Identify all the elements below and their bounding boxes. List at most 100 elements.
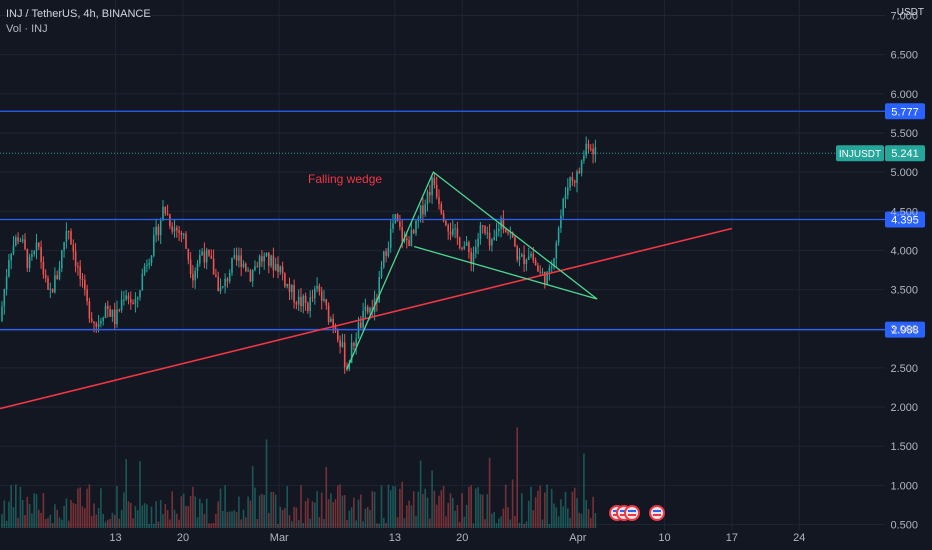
candle-body [479, 225, 482, 239]
event-flag-icon[interactable] [624, 505, 640, 521]
candle-body [369, 307, 371, 313]
candle-body [553, 258, 555, 267]
volume-bar [72, 502, 75, 528]
volume-bar [238, 496, 240, 528]
wedge-annotation: Falling wedge [308, 172, 382, 186]
volume-bar [159, 500, 162, 528]
candle-body [511, 232, 514, 238]
volume-bar [323, 519, 325, 528]
volume-bar [109, 518, 111, 528]
candle-body [173, 227, 176, 232]
volume-bar [442, 485, 445, 528]
candle-body [523, 254, 525, 264]
volume-bar [205, 498, 208, 528]
candle-body [139, 290, 141, 298]
candle-body [226, 278, 229, 282]
volume-bar [100, 488, 102, 528]
volume-bar [571, 491, 574, 528]
y-tick-label: 6.000 [890, 89, 918, 101]
volume-bar [548, 523, 551, 528]
volume-bar [594, 513, 597, 528]
candle-body [300, 296, 302, 307]
volume-bar [54, 504, 56, 528]
volume-bar [265, 439, 268, 528]
candle-body [51, 288, 54, 293]
candle-body [318, 285, 321, 292]
candle-body [157, 226, 160, 236]
candle-body [166, 213, 169, 215]
volume-bar [143, 503, 146, 528]
volume-bar [67, 520, 70, 528]
candle-body [337, 330, 339, 340]
volume-bar [316, 491, 318, 528]
volume-bar [564, 491, 567, 528]
candle-body [325, 298, 328, 306]
volume-bar [166, 509, 169, 528]
y-tick-label: 6.500 [890, 50, 918, 62]
candle-body [569, 177, 571, 188]
candle-body [169, 214, 171, 227]
candle-body [564, 194, 567, 199]
candle-body [539, 271, 541, 273]
volume-bar [125, 459, 127, 528]
volume-bar [516, 427, 518, 528]
volume-bar [274, 494, 277, 528]
candle-body [189, 259, 192, 275]
y-tick-label: 4.000 [890, 245, 918, 257]
y-tick-label: 0.500 [890, 520, 918, 532]
candle-body [406, 238, 408, 241]
candle-body [541, 271, 544, 273]
event-flag-stripe [620, 514, 628, 516]
volume-bar [337, 485, 339, 528]
volume-bar [178, 519, 180, 528]
volume-bar [399, 488, 401, 528]
volume-bar [452, 498, 454, 528]
volume-bar [376, 523, 378, 528]
candle-body [477, 238, 479, 248]
event-flag-icon[interactable] [649, 505, 665, 521]
symbol-title[interactable]: INJ / TetherUS, 4h, BINANCE [6, 8, 151, 20]
volume-bar [70, 499, 72, 528]
volume-bar [90, 515, 93, 528]
volume-bar [19, 486, 22, 528]
volume-bar [164, 504, 167, 528]
volume-bar [268, 512, 270, 528]
candle-body [240, 255, 242, 267]
volume-bar [429, 518, 431, 528]
y-tick-label: 7.000 [890, 10, 918, 22]
volume-bar [339, 484, 341, 528]
candle-body [383, 251, 385, 267]
candle-body [233, 255, 236, 258]
candle-body [435, 185, 438, 198]
last-price-label: 5.241 [891, 148, 919, 160]
candle-body [132, 302, 134, 304]
volume-bar [254, 487, 256, 528]
candle-body [396, 214, 399, 222]
volume-bar [477, 487, 479, 528]
candle-body [330, 318, 332, 322]
candle-body [532, 253, 535, 261]
volume-bar [153, 523, 155, 528]
candle-body [378, 277, 380, 303]
volume-bar [8, 501, 10, 528]
time-axis[interactable]: 13 20 Mar 13 20 Apr 10 17 24 [109, 532, 805, 544]
price-axis[interactable]: 0.500 1.000 1.500 2.000 2.500 3.000 3.500 4.000… [890, 10, 918, 531]
volume-bar [171, 491, 173, 528]
volume-bar [245, 517, 247, 528]
candle-body [429, 191, 431, 196]
volume-bar [279, 506, 282, 528]
volume-bar [530, 486, 532, 528]
candle-body [580, 160, 583, 173]
volume-legend[interactable]: Vol · INJ [6, 23, 48, 35]
event-icons[interactable] [609, 505, 665, 521]
candle-body [242, 263, 245, 267]
volume-bar [353, 497, 355, 528]
candle-body [109, 309, 111, 317]
candle-body [268, 252, 270, 266]
candle-body [562, 198, 564, 216]
volume-bar [504, 484, 507, 528]
horizontal-levels: 5.777 4.395 2.988 INJUSDT 5.241 [0, 103, 925, 338]
volume-bar [334, 499, 337, 528]
volume-bar [475, 488, 477, 528]
